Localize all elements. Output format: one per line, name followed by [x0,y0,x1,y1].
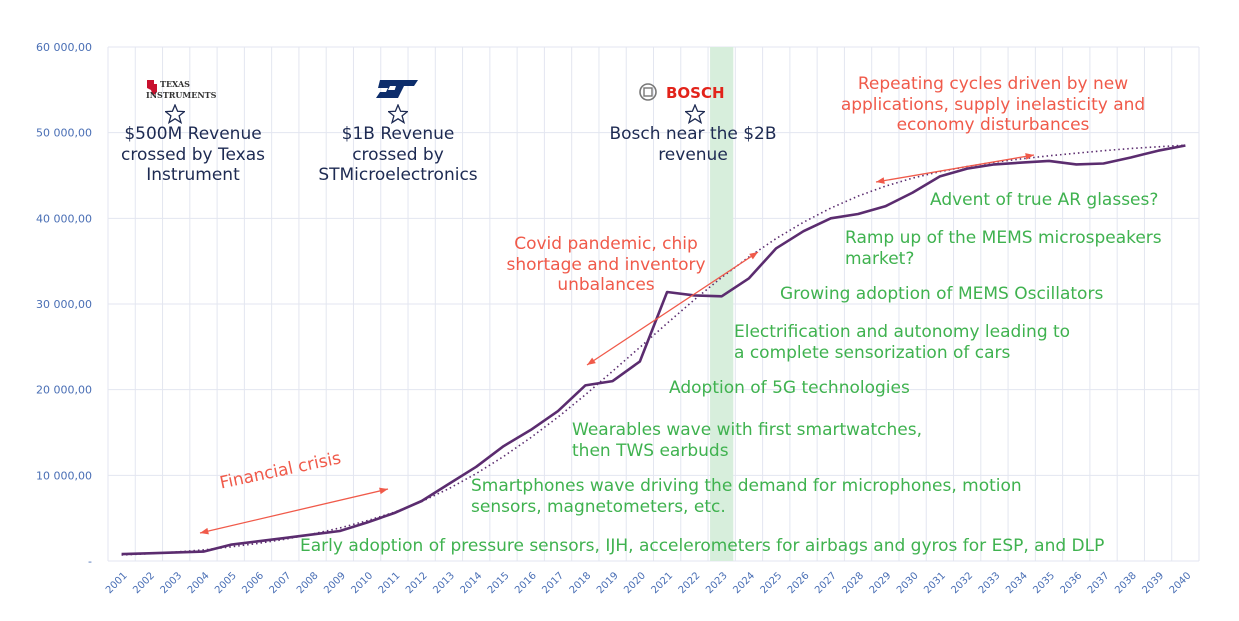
annotation-arrow [586,251,759,366]
y-tick-label: 10 000,00 [36,469,92,482]
annotation-electrification: Electrification and autonomy leading to … [734,322,1071,363]
milestone-ti-text: $500M Revenue crossed by Texas Instrumen… [121,124,265,186]
arrowhead [587,357,596,365]
arrowhead [200,527,209,535]
x-tick-label: 2008 [295,570,321,596]
x-tick-label: 2030 [895,570,921,596]
x-tick-label: 2036 [1059,570,1085,596]
bosch-logo: BOSCH [638,80,732,104]
milestone-st-text: $1B Revenue crossed by STMicroelectronic… [318,124,478,186]
x-tick-label: 2022 [677,570,703,596]
x-tick-label: 2001 [104,570,130,596]
x-tick-label: 2005 [213,570,239,596]
series-line-mems-market [121,144,1186,556]
annotation-5g: Adoption of 5G technologies [669,378,910,398]
annotation-repeating-cycles: Repeating cycles driven by new applicati… [840,74,1146,136]
x-tick-label: 2020 [622,570,648,596]
x-axis-ticks: 2001 2002 2003 2004 2005 2006 2007 2008 2009 2010… [104,570,1194,596]
x-tick-label: 2006 [240,570,266,596]
st-logo [374,78,420,100]
highlight-band-2023 [710,47,734,561]
annotation-wearables: Wearables wave with first smartwatches, … [572,420,922,461]
annotation-arrows [199,153,1035,535]
x-tick-label: 2003 [159,570,185,596]
svg-text:INSTRUMENTS: INSTRUMENTS [146,90,217,100]
arrowhead [749,252,758,260]
x-tick-label: 2014 [459,570,485,596]
y-tick-label: - [88,555,92,568]
x-tick-label: 2019 [595,570,621,596]
x-tick-label: 2013 [431,570,457,596]
annotation-early-adoption: Early adoption of pressure sensors, IJH,… [300,536,1105,556]
texas-instruments-logo: TEXAS INSTRUMENTS [144,76,220,100]
x-tick-label: 2031 [922,570,948,596]
annotation-covid: Covid pandemic, chip shortage and invent… [506,234,706,296]
x-tick-label: 2029 [868,570,894,596]
x-tick-label: 2012 [404,570,430,596]
x-tick-label: 2032 [950,570,976,596]
x-tick-label: 2034 [1004,570,1030,596]
y-tick-label: 60 000,00 [36,41,92,54]
x-tick-label: 2007 [268,570,294,596]
grid [107,46,1200,562]
x-tick-label: 2023 [704,570,730,596]
y-tick-label: 40 000,00 [36,212,92,225]
x-tick-label: 2033 [977,570,1003,596]
x-tick-label: 2037 [1086,570,1112,596]
arrowhead [876,177,885,184]
svg-text:TEXAS: TEXAS [160,79,190,89]
x-tick-label: 2028 [840,570,866,596]
x-tick-label: 2009 [322,570,348,596]
x-tick-label: 2035 [1031,570,1057,596]
x-tick-label: 2027 [813,570,839,596]
x-tick-label: 2004 [186,570,212,596]
x-tick-label: 2021 [649,570,675,596]
arrowhead [379,487,388,495]
x-tick-label: 2040 [1168,570,1194,596]
x-tick-label: 2010 [349,570,375,596]
annotation-ar-glasses: Advent of true AR glasses? [930,190,1159,210]
svg-text:BOSCH: BOSCH [666,84,725,102]
x-tick-label: 2018 [568,570,594,596]
x-tick-label: 2039 [1140,570,1166,596]
arrowhead [1025,153,1034,160]
x-tick-label: 2011 [377,570,403,596]
y-tick-label: 20 000,00 [36,384,92,397]
x-tick-label: 2015 [486,570,512,596]
annotation-arrow [875,154,1035,183]
x-tick-label: 2002 [131,570,157,596]
x-tick-label: 2025 [759,570,785,596]
annotation-arrow [199,488,389,534]
milestone-bosch-text: Bosch near the $2B revenue [609,124,777,165]
y-axis-ticks: - 10 000,00 20 000,00 30 000,00 40 000,00 50 … [36,41,92,568]
star-icon [683,103,707,128]
annotation-microspeakers: Ramp up of the MEMS microspeakers market… [845,228,1162,269]
x-tick-label: 2017 [540,570,566,596]
annotation-oscillators: Growing adoption of MEMS Oscillators [780,284,1104,304]
annotation-smartphones: Smartphones wave driving the demand for … [471,476,1022,517]
series-lines [121,144,1186,556]
star-icon [163,103,187,128]
x-tick-label: 2024 [731,570,757,596]
x-tick-label: 2016 [513,570,539,596]
y-tick-label: 30 000,00 [36,298,92,311]
y-tick-label: 50 000,00 [36,127,92,140]
x-tick-label: 2038 [1113,570,1139,596]
x-tick-label: 2026 [786,570,812,596]
star-icon [386,103,410,128]
